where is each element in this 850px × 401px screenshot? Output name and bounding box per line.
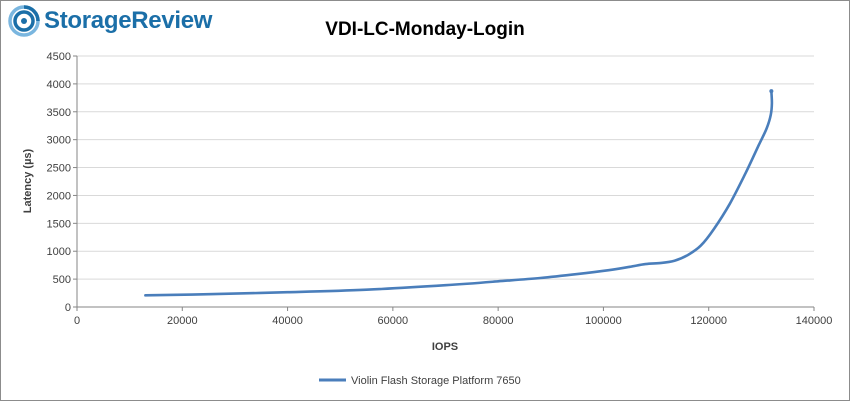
series-end-point (769, 89, 774, 94)
y-tick-label: 500 (53, 274, 71, 286)
y-tick-label: 2000 (47, 190, 71, 202)
storagereview-logo: StorageReview (8, 4, 212, 38)
y-tick-label: 3500 (47, 107, 71, 119)
y-axis-ticks: 0 500 1000 1500 2000 2500 3000 3500 4000 4500 (47, 51, 77, 314)
legend: Violin Flash Storage Platform 7650 (319, 375, 521, 387)
y-tick-label: 4500 (47, 51, 71, 63)
x-tick-label: 80000 (483, 315, 514, 327)
x-axis-ticks: 0 20000 40000 60000 80000 100000 120000 140000 (74, 307, 832, 327)
x-tick-label: 60000 (378, 315, 409, 327)
x-tick-label: 20000 (167, 315, 198, 327)
x-tick-label: 100000 (585, 315, 622, 327)
series-lines (144, 89, 774, 297)
y-tick-label: 1500 (47, 218, 71, 230)
storagereview-logo-text: StorageReview (44, 7, 213, 34)
x-tick-label: 140000 (796, 315, 833, 327)
y-tick-label: 3000 (47, 135, 71, 147)
x-tick-label: 40000 (272, 315, 303, 327)
grid-lines (77, 55, 814, 280)
x-tick-label: 0 (74, 315, 80, 327)
legend-label: Violin Flash Storage Platform 7650 (351, 375, 521, 387)
axes (76, 56, 814, 308)
y-tick-label: 1000 (47, 246, 71, 258)
y-tick-label: 4000 (47, 79, 71, 91)
y-tick-label: 0 (65, 302, 71, 314)
chart-title: VDI-LC-Monday-Login (325, 19, 524, 40)
x-tick-label: 120000 (690, 315, 727, 327)
storagereview-logo-icon (8, 5, 40, 37)
x-axis-title: IOPS (432, 341, 458, 353)
y-tick-label: 2500 (47, 163, 71, 175)
series-line (144, 89, 774, 297)
y-axis-title: Latency (µs) (22, 148, 34, 213)
